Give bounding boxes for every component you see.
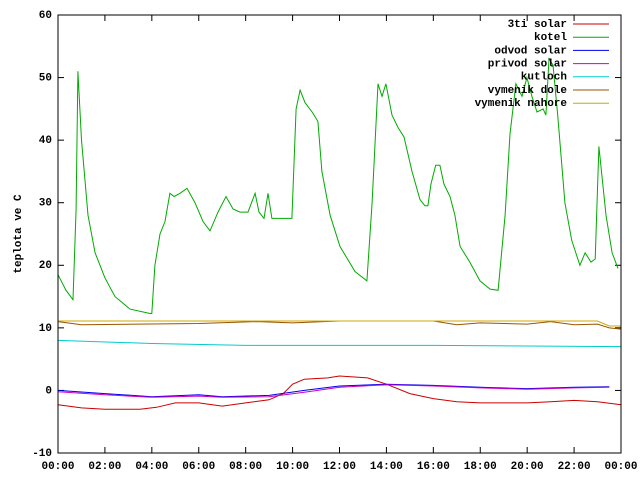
x-tick-label: 04:00 bbox=[135, 461, 168, 473]
y-tick-label: 50 bbox=[39, 72, 52, 84]
x-tick-label: 22:00 bbox=[558, 461, 591, 473]
x-tick-label: 08:00 bbox=[229, 461, 262, 473]
legend-label: kutloch bbox=[521, 72, 567, 84]
series-line bbox=[57, 384, 610, 398]
y-tick-label: 20 bbox=[39, 260, 52, 272]
x-tick-label: 14:00 bbox=[370, 461, 403, 473]
x-tick-label: 06:00 bbox=[182, 461, 215, 473]
legend-label: vymenik dole bbox=[488, 85, 568, 97]
x-tick-label: 16:00 bbox=[417, 461, 450, 473]
y-tick-label: 60 bbox=[39, 10, 52, 22]
x-tick-label: 18:00 bbox=[464, 461, 497, 473]
x-tick-label: 10:00 bbox=[276, 461, 309, 473]
y-tick-label: 30 bbox=[39, 198, 52, 210]
y-tick-label: -10 bbox=[32, 448, 52, 460]
series-line bbox=[57, 375, 622, 410]
x-tick-label: 00:00 bbox=[604, 461, 637, 473]
legend-label: 3ti solar bbox=[508, 19, 567, 31]
y-tick-label: 0 bbox=[45, 385, 52, 397]
y-tick-label: 10 bbox=[39, 323, 52, 335]
plot-border bbox=[57, 14, 622, 454]
series-line bbox=[58, 320, 621, 327]
legend-label: kotel bbox=[534, 32, 567, 44]
y-tick-label: 40 bbox=[39, 135, 52, 147]
x-tick-label: 12:00 bbox=[323, 461, 356, 473]
series-line bbox=[57, 320, 622, 330]
x-tick-label: 00:00 bbox=[41, 461, 74, 473]
legend-label: vymenik nahore bbox=[475, 98, 568, 110]
series-line bbox=[57, 383, 610, 398]
legend-label: odvod solar bbox=[494, 45, 567, 57]
x-tick-label: 02:00 bbox=[88, 461, 121, 473]
y-axis-label: teplota ve C bbox=[13, 194, 25, 274]
series-line bbox=[57, 339, 622, 348]
x-tick-label: 20:00 bbox=[511, 461, 544, 473]
legend-label: privod solar bbox=[488, 59, 567, 71]
series-line bbox=[57, 57, 619, 314]
